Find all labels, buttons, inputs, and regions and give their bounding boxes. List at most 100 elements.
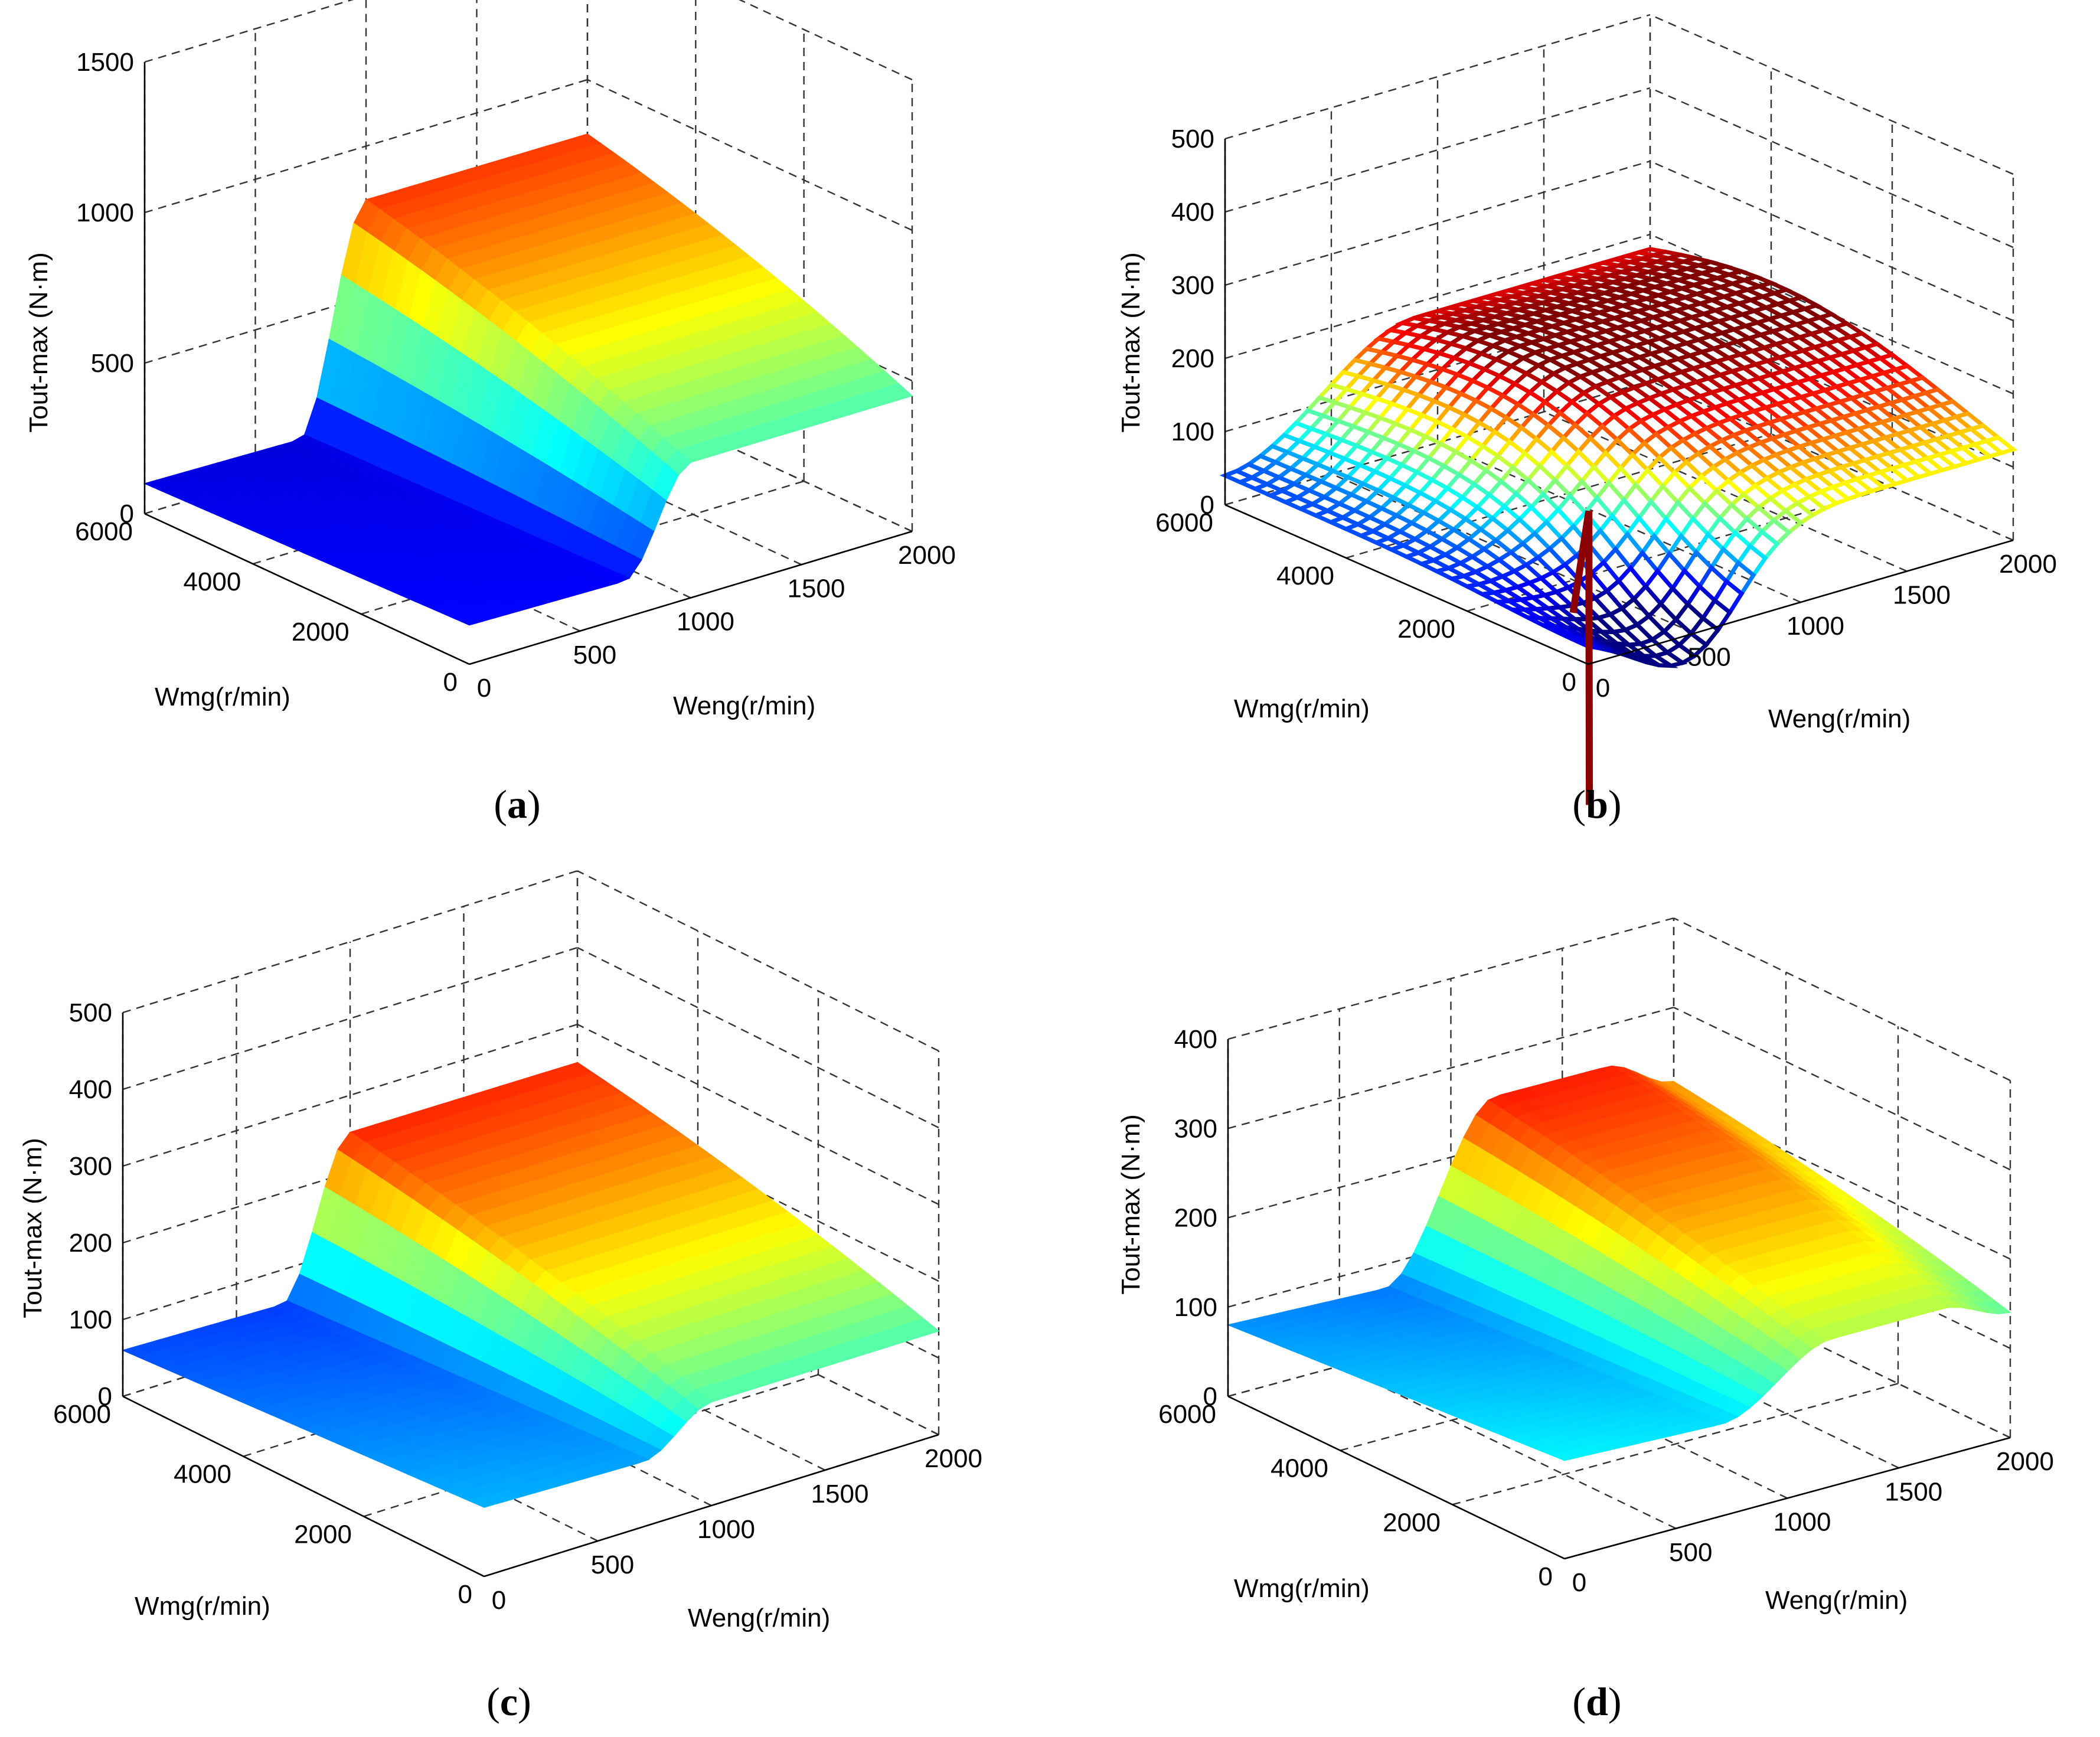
panel-b-grid-z-side-5 — [1650, 14, 2014, 175]
panel-a-xtick-0: 0 — [477, 674, 491, 703]
panel-b-surface-cell-12-2 — [1681, 548, 1714, 590]
panel-c-xtick-3: 1500 — [811, 1480, 869, 1509]
panel-c-ztick-2: 200 — [69, 1229, 112, 1258]
panel-c-ytick-3: 6000 — [53, 1400, 111, 1429]
panel-c-caption: (c) — [486, 1679, 531, 1724]
panel-c-ytick-0: 0 — [458, 1580, 472, 1609]
panel-a-grid-z-side-3 — [738, 0, 913, 81]
panel-b-grid-x-floor-2 — [1437, 442, 1801, 603]
panel-d-xtick-1: 500 — [1669, 1538, 1712, 1567]
panel-d-surface — [1226, 1065, 2011, 1461]
panel-b-surface-cell-11-2 — [1670, 567, 1703, 608]
panel-b-ytick-0: 0 — [1562, 668, 1576, 697]
panel-a-ztick-1: 500 — [91, 349, 134, 378]
panel-d-ytick-3: 6000 — [1158, 1400, 1216, 1429]
panel-b-ztick-4: 400 — [1171, 198, 1214, 227]
panel-a-grid-z-side-2 — [587, 79, 913, 231]
panel-b-grid-z-back-4 — [1224, 87, 1651, 213]
panel-d-axes: 0100200300400050010001500200002000400060… — [1158, 1025, 2054, 1597]
panel-b-ytick-3: 6000 — [1155, 508, 1213, 537]
panel-b-surface-cell-11-1 — [1685, 583, 1717, 622]
panel-b: 0 100 200 300 400 500 0 500 1000 1500 2000 0 2000 400… — [1116, 14, 2057, 827]
panel-d-grid-y-floor-1 — [1452, 1383, 1899, 1506]
panel-b-xlabel: Weng(r/min) — [1768, 704, 1910, 733]
panel-a-yaxis — [144, 512, 470, 665]
panel-d-grid-z-side-3 — [1673, 1007, 2011, 1171]
panel-b-grid-z-back-2 — [1224, 233, 1651, 360]
panel-a-zlabel: Tout-max (N·m) — [24, 252, 53, 433]
panel-a-ytick-2: 4000 — [183, 567, 241, 596]
panel-a-ytick-3: 6000 — [75, 517, 133, 546]
panel-c-ztick-5: 500 — [69, 998, 112, 1027]
panel-d-xaxis — [1564, 1436, 2011, 1560]
panel-c-ztick-4: 400 — [69, 1075, 112, 1104]
panel-b-xtick-0: 0 — [1596, 674, 1610, 703]
panel-d-grid-x-floor-1 — [1339, 1365, 1677, 1529]
panel-a-xaxis — [469, 530, 913, 665]
panel-b-caption: (b) — [1572, 782, 1621, 827]
panel-b-ztick-3: 300 — [1171, 271, 1214, 300]
panel-d-xtick-2: 1000 — [1774, 1508, 1831, 1537]
panel-b-xtick-3: 1500 — [1893, 581, 1951, 610]
panel-b-yaxis — [1224, 504, 1589, 665]
panel-b-surface-cell-11-3 — [1655, 550, 1687, 592]
panel-c: 0 100 200 300 400 500 0 500 1000 1500 2000 0 2000 400… — [18, 870, 982, 1724]
panel-d-grid-x-floor-4 — [1673, 1274, 2011, 1439]
panel-d-grid-z-side-2 — [1673, 1096, 2011, 1260]
panel-c-grid-z-back-3 — [122, 1023, 578, 1167]
panel-b-surface-cell-13-0 — [1723, 560, 1756, 597]
panel-c-grid-z-side-5 — [577, 870, 939, 1052]
panel-b-ytick-2: 4000 — [1276, 561, 1334, 590]
panel-d-ytick-0: 0 — [1539, 1562, 1553, 1591]
panel-c-xtick-1: 500 — [591, 1550, 634, 1579]
panel-a-ztick-2: 1000 — [76, 198, 134, 227]
panel-c-zlabel: Tout-max (N·m) — [18, 1138, 47, 1318]
panel-a-grid-z-back-3 — [144, 0, 354, 63]
panel-c-grid-z-side-4 — [577, 946, 939, 1129]
panel-a-ytick-1: 2000 — [292, 618, 350, 647]
panel-b-grid-x-floor-3 — [1543, 411, 1908, 572]
panel-b-zlabel: Tout-max (N·m) — [1116, 252, 1145, 433]
panel-d-xtick-0: 0 — [1572, 1568, 1586, 1597]
panel-a-axes: 0 500 1000 1500 0 500 1000 1500 2000 0 2000 4000 600… — [75, 48, 956, 703]
panel-b-ylabel: Wmg(r/min) — [1234, 694, 1370, 723]
panel-a-ztick-0: 0 — [120, 499, 134, 528]
panel-b-surface-cell-10-1 — [1673, 601, 1706, 636]
panel-b-surface-cell-14-0 — [1735, 543, 1768, 579]
panel-b-surface-cell-0-0 — [1572, 637, 1601, 651]
panel-d-ztick-3: 300 — [1174, 1114, 1217, 1143]
panel-c-ylabel: Wmg(r/min) — [135, 1592, 270, 1621]
panel-d-zlabel: Tout-max (N·m) — [1116, 1114, 1145, 1295]
panel-d-ylabel: Wmg(r/min) — [1234, 1574, 1370, 1603]
panel-d-xtick-3: 1500 — [1885, 1477, 1942, 1506]
panel-c-ytick-2: 4000 — [174, 1460, 231, 1489]
panel-c-xtick-0: 0 — [492, 1586, 506, 1615]
panel-b-ztick-5: 500 — [1171, 125, 1214, 154]
panel-b-surface-cell-12-3 — [1667, 532, 1699, 574]
panel-d-xlabel: Weng(r/min) — [1765, 1586, 1908, 1615]
panel-a-xtick-2: 1000 — [677, 608, 734, 636]
panel-c-ytick-1: 2000 — [294, 1520, 352, 1549]
panel-d-ytick-2: 4000 — [1271, 1454, 1328, 1483]
panel-c-ztick-1: 100 — [69, 1305, 112, 1334]
panel-a-xtick-3: 1500 — [788, 574, 845, 603]
panel-a: 0 500 1000 1500 0 500 1000 1500 2000 0 2000 4000 600… — [24, 0, 956, 827]
panel-b-surface — [1219, 247, 2018, 805]
panel-b-xtick-2: 1000 — [1787, 612, 1844, 641]
panel-c-grid-z-back-5 — [122, 870, 578, 1014]
panel-c-xtick-4: 2000 — [925, 1444, 982, 1473]
panel-a-ylabel: Wmg(r/min) — [155, 683, 290, 711]
panel-b-ztick-1: 100 — [1171, 417, 1214, 446]
panel-c-xtick-2: 1000 — [697, 1515, 755, 1544]
panel-b-surface-cell-14-1 — [1720, 529, 1753, 566]
panel-a-ytick-0: 0 — [443, 668, 458, 697]
panel-a-xtick-1: 500 — [573, 641, 616, 670]
panel-d-ztick-0: 0 — [1203, 1382, 1217, 1411]
panel-b-grid-z-back-3 — [1224, 160, 1651, 286]
panel-d-ztick-2: 200 — [1174, 1204, 1217, 1233]
panel-a-caption: (a) — [494, 782, 540, 827]
panel-b-surface-cell-11-0 — [1700, 597, 1733, 633]
panel-c-yaxis — [122, 1395, 485, 1578]
panel-b-ytick-1: 2000 — [1397, 615, 1455, 644]
